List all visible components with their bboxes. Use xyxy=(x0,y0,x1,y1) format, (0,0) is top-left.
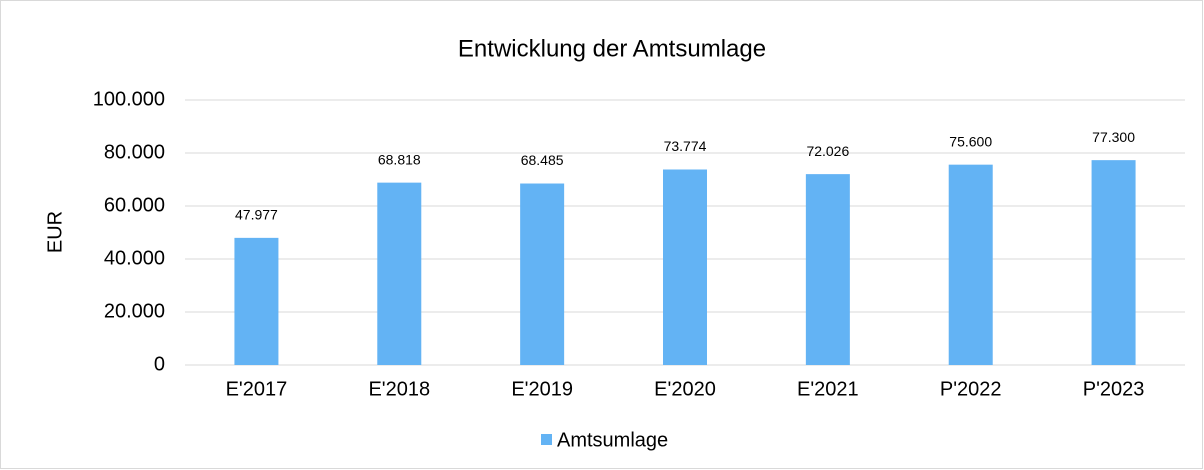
y-tick-label: 60.000 xyxy=(104,194,165,216)
bar xyxy=(377,182,422,365)
y-tick-label: 40.000 xyxy=(104,247,165,269)
y-tick-label: 0 xyxy=(154,353,165,375)
x-tick-label: E'2018 xyxy=(368,378,430,400)
value-label: 72.026 xyxy=(806,143,849,159)
value-label: 73.774 xyxy=(664,138,707,154)
y-tick-label: 20.000 xyxy=(104,300,165,322)
chart-title: Entwicklung der Amtsumlage xyxy=(458,35,766,62)
x-tick-label: P'2023 xyxy=(1083,378,1145,400)
legend-swatch xyxy=(541,434,552,445)
value-label: 68.485 xyxy=(521,152,564,168)
bar xyxy=(805,174,850,365)
value-label: 47.977 xyxy=(235,207,278,223)
value-label: 77.300 xyxy=(1092,129,1135,145)
x-tick-label: P'2022 xyxy=(940,378,1002,400)
bar xyxy=(234,237,279,365)
bar xyxy=(520,183,565,365)
y-axis-label: EUR xyxy=(44,211,66,253)
value-label: 75.600 xyxy=(949,133,992,149)
bar xyxy=(663,169,707,365)
x-tick-label: E'2017 xyxy=(226,378,288,400)
value-label: 68.818 xyxy=(378,151,421,167)
x-tick-label: E'2021 xyxy=(797,378,859,400)
legend-label: Amtsumlage xyxy=(557,429,668,451)
x-tick-label: E'2020 xyxy=(654,378,716,400)
y-tick-label: 100.000 xyxy=(93,88,165,110)
y-tick-label: 80.000 xyxy=(104,141,165,163)
bar xyxy=(948,164,993,365)
x-tick-label: E'2019 xyxy=(511,378,573,400)
bar xyxy=(1091,160,1136,365)
